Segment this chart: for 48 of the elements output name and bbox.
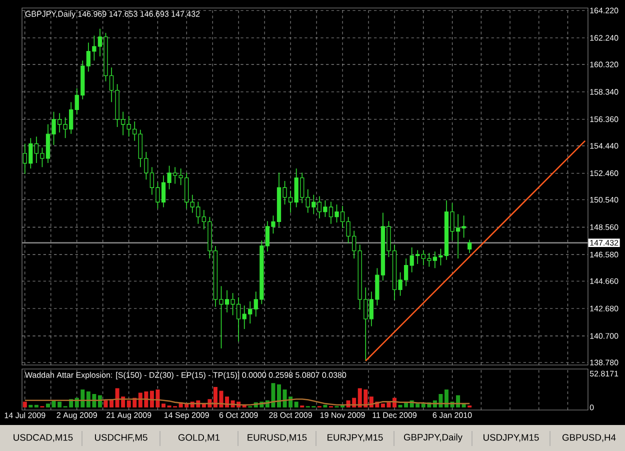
text: EURUSD,M15 <box>248 434 307 442</box>
x-tick-label: 11 Dec 2009 <box>372 412 417 418</box>
bar <box>104 400 108 408</box>
y-tick-label: 142.680 <box>590 306 618 312</box>
bar <box>277 384 282 408</box>
y-tick-label: 52.8171 <box>590 370 618 376</box>
y-tick-label: 146.580 <box>590 252 618 258</box>
y-tick-label: 150.540 <box>590 196 618 203</box>
x-tick-label: 28 Oct 2009 <box>269 412 312 418</box>
y-tick-label: 152.460 <box>590 170 618 176</box>
y-tick-label: 162.240 <box>590 35 618 41</box>
text: EURJPY,M15 <box>328 434 383 442</box>
y-tick-label: 156.360 <box>590 116 618 122</box>
x-tick-label: 14 Jul 2009 <box>4 412 46 418</box>
bar <box>213 386 218 408</box>
x-tick-label: 21 Aug 2009 <box>106 412 152 420</box>
bar <box>294 402 298 408</box>
y-tick-label: 160.320 <box>590 62 618 68</box>
text: GBPUSD,H4 <box>562 434 616 442</box>
text: USDCHF,M5 <box>95 434 148 442</box>
x-tick-label: 19 Nov 2009 <box>320 412 365 418</box>
y-tick-label: 148.560 <box>590 224 618 230</box>
bar <box>28 404 33 408</box>
x-tick-label: 14 Sep 2009 <box>164 412 209 420</box>
x-tick-label: 2 Aug 2009 <box>56 412 97 420</box>
candlestick <box>468 239 472 254</box>
text: USDJPY,M15 <box>484 434 539 442</box>
x-tick-label: 6 Oct 2009 <box>219 412 258 418</box>
text: GOLD,M1 <box>178 434 220 442</box>
y-tick-label: 158.340 <box>590 89 618 95</box>
chart-title: GBPJPY,Daily 146.969 147.653 146.693 147.432 <box>25 10 200 18</box>
y-tick-label: 140.700 <box>590 333 618 339</box>
bar <box>22 402 27 408</box>
bar <box>34 404 38 408</box>
y-tick-label: 138.780 <box>590 360 618 366</box>
ref-line-label: 147.432 <box>590 240 618 246</box>
bar <box>162 404 166 408</box>
bar <box>46 404 50 408</box>
bar <box>444 390 448 408</box>
chart-title: Waddah Attar Explosion: [S(150) - DZ(30) - EP(15) - TP(15)] 0.0000 0.2598 5.0807 0.0380 <box>24 372 346 380</box>
text: GBPJPY,Daily <box>404 434 462 442</box>
text: USDCAD,M15 <box>14 434 73 442</box>
bar <box>323 404 328 408</box>
y-tick-label: 154.440 <box>590 142 618 149</box>
y-tick-label: 0 <box>590 404 594 410</box>
y-tick-label: 164.220 <box>590 8 618 14</box>
x-tick-label: 6 Jan 2010 <box>432 412 472 418</box>
y-tick-label: 144.660 <box>590 278 618 284</box>
